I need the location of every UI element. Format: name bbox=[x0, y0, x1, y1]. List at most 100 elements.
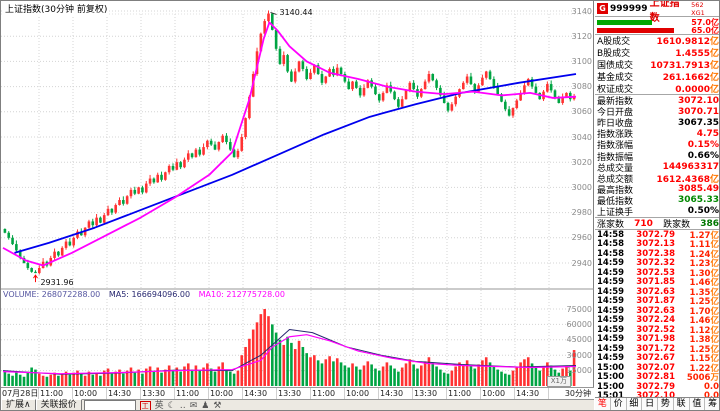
security-tag: 562 XG1 bbox=[691, 0, 705, 17]
tick-row[interactable]: 14:59 3072.52 1.12亿 bbox=[597, 324, 719, 336]
x-axis-label: 10:00 bbox=[345, 388, 379, 399]
panel-tab-细[interactable]: 细 bbox=[626, 398, 643, 410]
panel-tab-日[interactable]: 日 bbox=[642, 398, 658, 410]
expand-button[interactable]: 扩展∧ bbox=[1, 399, 36, 410]
panel-tab-价[interactable]: 价 bbox=[610, 398, 627, 410]
stat-value: 3067.35 bbox=[678, 117, 719, 128]
stat-value: 0.15% bbox=[687, 139, 719, 150]
tick-row[interactable]: 15:00 3072.81 5006万 bbox=[597, 372, 719, 384]
x-axis-label: 13:30 bbox=[277, 388, 311, 399]
stat-value: 0.0000亿 bbox=[675, 84, 719, 95]
high-price-annotation: 3140.44 bbox=[279, 8, 313, 18]
stat-row: 最新指数 3072.10 bbox=[595, 95, 719, 108]
price-axis-label: 3020 bbox=[571, 157, 592, 167]
volume-multiplier-label: X1万 bbox=[546, 376, 571, 387]
price-axis-label: 3140 bbox=[571, 6, 592, 16]
x-axis-label: 11:00 bbox=[311, 388, 345, 399]
stat-row: 基金成交 261.1662亿 bbox=[595, 70, 719, 83]
tick-row[interactable]: 14:59 3072.63 1.70亿 bbox=[597, 305, 719, 317]
stat-value: 0.50% bbox=[687, 206, 719, 217]
price-axis-label: 3080 bbox=[571, 82, 592, 92]
stat-row: 国债成交 10731.7913亿 bbox=[595, 59, 719, 71]
tick-row[interactable]: 15:00 3072.07 1.22亿 bbox=[597, 362, 719, 374]
stat-row: 指数涨幅 0.15% bbox=[595, 139, 719, 152]
user-icon[interactable]: ♟ bbox=[201, 400, 210, 411]
night-mode-icon[interactable]: ☾ bbox=[167, 400, 176, 411]
price-axis-label: 3100 bbox=[571, 56, 592, 66]
x-axis: 07月28日 11:00 10:00 14:30 13:30 11:00 10:00 14:3… bbox=[1, 387, 594, 399]
x-axis-label: 10:00 bbox=[73, 388, 107, 399]
x-axis-label: 14:30 bbox=[107, 388, 141, 399]
panel-tab-bar: 笔价细日势联值筹 bbox=[595, 397, 719, 410]
stat-label: B股成交 bbox=[597, 49, 631, 60]
bottom-toolbar: 扩展∧ 关联报价 工英 ☾ ‥ ✉ ♟ ⚒ bbox=[1, 399, 594, 411]
message-icon[interactable]: ✉ bbox=[189, 400, 198, 411]
tick-row[interactable]: 14:59 3072.53 1.30亿 bbox=[597, 267, 719, 279]
tools-icon[interactable]: ⚒ bbox=[213, 400, 222, 411]
toolbar-icons: 工英 ☾ ‥ ✉ ♟ ⚒ bbox=[138, 400, 224, 411]
tick-row[interactable]: 14:59 3071.72 1.25亿 bbox=[597, 343, 719, 355]
stat-row: 指数涨跌 4.75 bbox=[595, 128, 719, 141]
stat-label: 基金成交 bbox=[597, 72, 634, 83]
tick-row[interactable]: 14:59 3071.85 1.46亿 bbox=[597, 277, 719, 289]
volume-axis-label: 15000 bbox=[566, 366, 592, 376]
period-label[interactable]: 30分钟 bbox=[564, 389, 591, 398]
tick-row[interactable]: 14:59 3072.63 1.35亿 bbox=[597, 286, 719, 298]
english-icon[interactable]: 英 bbox=[154, 400, 164, 411]
brand-g-icon: G bbox=[597, 3, 608, 14]
stat-row: B股成交 1.4555亿 bbox=[595, 47, 719, 60]
stat-label: 总成交量 bbox=[597, 163, 634, 174]
linked-quote-button[interactable]: 关联报价 bbox=[35, 399, 82, 410]
tick-row[interactable]: 14:58 3072.79 1.27亿 bbox=[597, 230, 719, 241]
tick-row[interactable]: 14:59 3072.67 1.15亿 bbox=[597, 353, 719, 365]
stat-label: 指数涨幅 bbox=[597, 141, 634, 152]
stat-value: 1.4555亿 bbox=[675, 49, 719, 60]
x-axis-label: 11:00 bbox=[447, 388, 481, 399]
panel-tab-筹[interactable]: 筹 bbox=[705, 398, 719, 410]
tick-list: 14:58 3072.79 1.27亿 14:58 3072.13 1.11亿 14:58 3… bbox=[595, 230, 719, 397]
x-axis-label: 07月28日 bbox=[2, 388, 39, 399]
security-name[interactable]: 上证指数 bbox=[649, 0, 680, 24]
stat-label: 指数振幅 bbox=[597, 152, 634, 163]
tick-row[interactable]: 14:59 3072.32 1.23亿 bbox=[597, 258, 719, 270]
tick-row[interactable]: 14:59 3071.98 1.38亿 bbox=[597, 334, 719, 346]
panel-tab-势[interactable]: 势 bbox=[658, 398, 674, 410]
tick-row[interactable]: 14:59 3071.87 1.25亿 bbox=[597, 296, 719, 308]
market-turnover-stats: A股成交 1610.9812亿 B股成交 1.4555亿 国债成交 10731.7913亿… bbox=[595, 35, 719, 95]
tick-row[interactable]: 15:00 3072.79 0.0 bbox=[597, 381, 719, 392]
volume-axis-label: 60000 bbox=[566, 319, 592, 329]
stat-row: 权证成交 0.0000亿 bbox=[595, 82, 719, 95]
command-input[interactable] bbox=[83, 399, 136, 410]
volume-ma5-value: MA5: 166694096.00 bbox=[108, 290, 191, 299]
tick-row[interactable]: 15:01 3072.10 0.0 bbox=[597, 391, 719, 397]
x-axis-label: 10:00 bbox=[209, 388, 243, 399]
buy-sell-volume-bars: 57.0亿 65.0亿 bbox=[595, 17, 719, 35]
panel-tab-笔[interactable]: 笔 bbox=[595, 398, 611, 410]
decliners-count: 386 bbox=[700, 218, 719, 229]
x-axis-label: 13:30 bbox=[141, 388, 175, 399]
red-bar-value: 65.0亿 bbox=[691, 25, 719, 35]
panel-tab-值[interactable]: 值 bbox=[689, 398, 706, 410]
x-axis-label: 11:00 bbox=[175, 388, 209, 399]
more-icon[interactable]: ‥ bbox=[179, 400, 186, 411]
tick-row[interactable]: 14:58 3072.38 1.24亿 bbox=[597, 248, 719, 260]
tick-row[interactable]: 14:58 3072.13 1.11亿 bbox=[597, 239, 719, 251]
security-code[interactable]: 999999 bbox=[610, 3, 648, 14]
stat-row: 总成交量 144963317 bbox=[595, 162, 719, 174]
x-axis-label: 13:30 bbox=[413, 388, 447, 399]
index-stats: 最新指数 3072.10 今日开盘 3070.71 昨日收盘 3067.35 指数涨跌 4.7… bbox=[595, 95, 719, 219]
candlestick-chart[interactable] bbox=[1, 1, 594, 387]
price-axis-label: 2960 bbox=[571, 233, 592, 243]
chart-mode-icon[interactable]: 工 bbox=[139, 401, 151, 410]
panel-tab-联[interactable]: 联 bbox=[673, 398, 690, 410]
stat-label: 最新指数 bbox=[597, 97, 634, 108]
volume-ma10-value: MA10: 212775728.00 bbox=[198, 290, 285, 299]
x-axis-label: 10:00 bbox=[481, 388, 515, 399]
advance-decline-row: 涨家数 710 跌家数 386 bbox=[595, 218, 719, 231]
volume-axis-label: 45000 bbox=[566, 335, 592, 345]
advancers-label: 涨家数 bbox=[597, 220, 625, 231]
tick-row[interactable]: 14:59 3072.24 1.46亿 bbox=[597, 315, 719, 327]
stat-row: 总成交额 1612.4368亿 bbox=[595, 173, 719, 185]
red-volume-bar bbox=[597, 27, 675, 33]
